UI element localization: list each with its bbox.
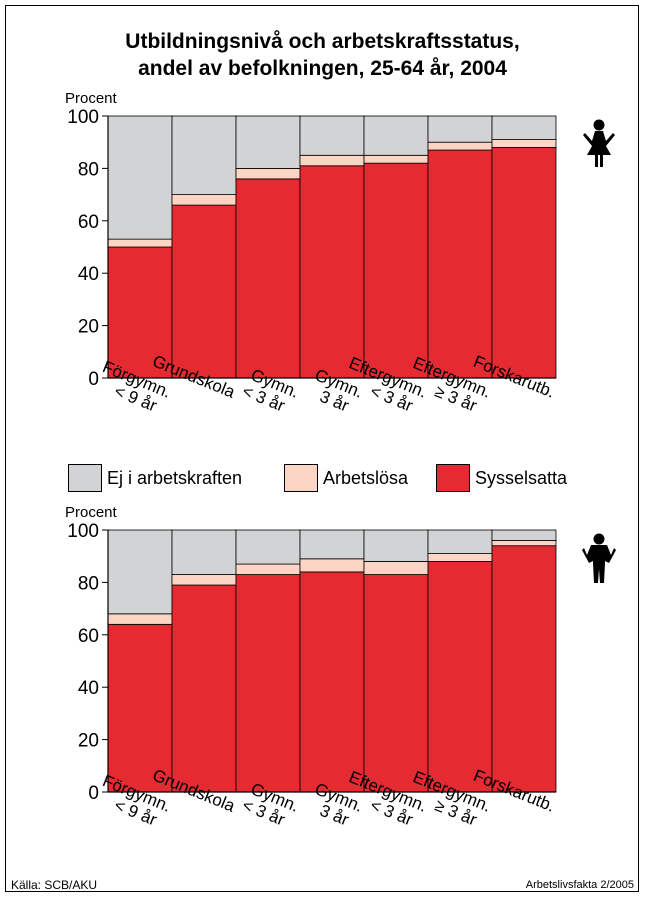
y-axis-label: Procent [65, 90, 118, 107]
bar-ej-i-arbetskraften-forgymn-9-ar [107, 115, 173, 240]
bar-sysselsatta-eftergymn-3-ar [363, 162, 429, 379]
legend-label-ej-i-arbetskraften: Ej i arbetskraften [107, 467, 243, 488]
bar-sysselsatta-gymn-3-ar [235, 178, 301, 379]
bar-arbetslosa-gymn-3-ar [235, 563, 301, 575]
female-figure-body [583, 131, 615, 155]
y-tick-label: 80 [78, 159, 99, 180]
legend-swatch-ej-i-arbetskraften [68, 464, 102, 492]
chart-title-line-1: Utbildningsnivå och arbetskraftsstatus, [125, 30, 520, 53]
legend-swatch-arbetslosa [284, 464, 318, 492]
bar-ej-i-arbetskraften-gymn-3-ar [299, 529, 365, 560]
bar-sysselsatta-grundskola [171, 584, 237, 793]
bar-ej-i-arbetskraften-eftergymn-3-ar [427, 115, 493, 143]
y-tick-label: 40 [78, 678, 99, 699]
y-tick-label: 100 [67, 521, 99, 542]
bar-ej-i-arbetskraften-grundskola [171, 529, 237, 575]
bar-ej-i-arbetskraften-gymn-3-ar [299, 115, 365, 156]
bar-arbetslosa-forskarutb [491, 540, 557, 547]
male-figure-head [593, 533, 605, 545]
legend-item-ej-i-arbetskraften: Ej i arbetskraften [68, 462, 242, 494]
bar-ej-i-arbetskraften-forskarutb [491, 115, 557, 140]
bar-sysselsatta-eftergymn-3-ar [363, 574, 429, 793]
female-figure-icon [583, 119, 615, 167]
publication-credit: Arbetslivsfakta 2/2005 [525, 879, 634, 891]
y-tick-label: 60 [78, 626, 99, 647]
female-figure-right-leg [600, 155, 603, 167]
legend-label-arbetslosa: Arbetslösa [323, 467, 409, 488]
y-tick-label: 0 [88, 783, 99, 804]
bar-ej-i-arbetskraften-forgymn-9-ar [107, 529, 173, 615]
bar-ej-i-arbetskraften-eftergymn-3-ar [427, 529, 493, 554]
bar-sysselsatta-forskarutb [491, 147, 557, 379]
chart-title-line-2: andel av befolkningen, 25-64 år, 2004 [138, 57, 507, 80]
y-tick-label: 20 [78, 731, 99, 752]
bar-ej-i-arbetskraften-forskarutb [491, 529, 557, 541]
bar-arbetslosa-grundskola [171, 574, 237, 586]
female-figure-left-leg [595, 155, 598, 167]
bar-arbetslosa-forgymn-9-ar [107, 238, 173, 248]
bar-sysselsatta-eftergymn-3-ar [427, 149, 493, 379]
bar-arbetslosa-eftergymn-3-ar [427, 553, 493, 562]
chart-title: Utbildningsnivå och arbetskraftsstatus, … [0, 28, 645, 82]
legend-swatch-sysselsatta [436, 464, 470, 492]
female-figure-head [593, 119, 605, 131]
bar-ej-i-arbetskraften-gymn-3-ar [235, 529, 301, 565]
bar-arbetslosa-eftergymn-3-ar [363, 154, 429, 164]
y-tick-label: 60 [78, 212, 99, 233]
y-tick-label: 40 [78, 264, 99, 285]
bar-ej-i-arbetskraften-eftergymn-3-ar [363, 115, 429, 156]
legend-label-sysselsatta: Sysselsatta [475, 467, 568, 488]
bar-sysselsatta-eftergymn-3-ar [427, 561, 493, 793]
legend-item-sysselsatta: Sysselsatta [436, 462, 567, 494]
bar-ej-i-arbetskraften-grundskola [171, 115, 237, 195]
bar-arbetslosa-forgymn-9-ar [107, 613, 173, 625]
bar-arbetslosa-gymn-3-ar [299, 154, 365, 167]
bar-sysselsatta-grundskola [171, 204, 237, 379]
bar-ej-i-arbetskraften-eftergymn-3-ar [363, 529, 429, 562]
y-tick-label: 100 [67, 107, 99, 128]
bar-sysselsatta-forgymn-9-ar [107, 246, 173, 379]
bar-sysselsatta-gymn-3-ar [299, 165, 365, 379]
y-tick-label: 80 [78, 573, 99, 594]
bar-ej-i-arbetskraften-gymn-3-ar [235, 115, 301, 169]
bar-arbetslosa-grundskola [171, 194, 237, 206]
male-figure-torso [582, 545, 616, 563]
bar-sysselsatta-forskarutb [491, 545, 557, 793]
bar-arbetslosa-eftergymn-3-ar [427, 141, 493, 151]
male-figure-legs [593, 563, 605, 583]
bar-sysselsatta-gymn-3-ar [235, 574, 301, 793]
legend-item-arbetslosa: Arbetslösa [284, 462, 408, 494]
bar-arbetslosa-gymn-3-ar [235, 167, 301, 180]
bar-arbetslosa-eftergymn-3-ar [363, 561, 429, 575]
source-note: Källa: SCB/AKU [11, 878, 98, 892]
bar-arbetslosa-gymn-3-ar [299, 558, 365, 573]
bar-sysselsatta-gymn-3-ar [299, 571, 365, 793]
y-tick-label: 0 [88, 369, 99, 390]
y-tick-label: 20 [78, 317, 99, 338]
chart-frame [5, 5, 639, 892]
y-axis-label: Procent [65, 504, 118, 521]
male-figure-icon [582, 533, 616, 583]
bar-arbetslosa-forskarutb [491, 139, 557, 148]
